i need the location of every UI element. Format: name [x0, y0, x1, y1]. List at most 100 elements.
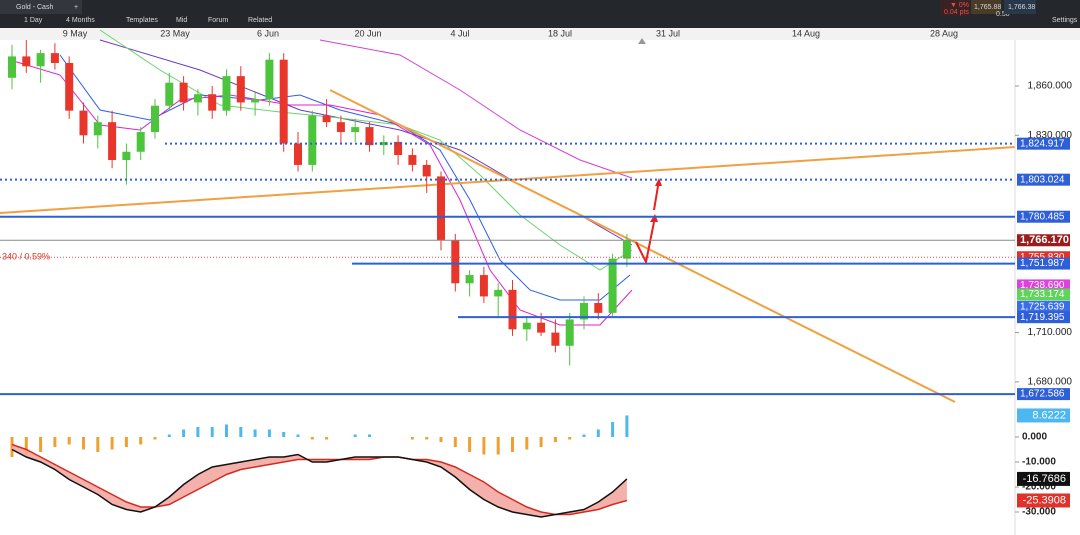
histogram-bar: [325, 437, 329, 440]
level-label: 1,733.174: [1020, 289, 1065, 300]
candle-body: [394, 141, 403, 156]
histogram-bar: [24, 437, 28, 455]
date-label: 23 May: [160, 28, 190, 38]
ma-slow: [319, 39, 633, 179]
macd-line: [11, 448, 628, 518]
ask-box[interactable]: [1004, 0, 1036, 14]
interval[interactable]: 1 Day: [24, 17, 43, 24]
histogram-bar: [96, 437, 100, 452]
settings[interactable]: Settings: [1052, 17, 1078, 24]
candle-body: [408, 155, 417, 165]
level-box: [1017, 279, 1070, 292]
candle-body: [93, 122, 102, 136]
price-tick-label: 1,680.000: [1028, 377, 1073, 388]
histogram-bar: [110, 437, 114, 450]
button[interactable]: Forum: [208, 17, 228, 24]
date-label: 6 Jun: [257, 28, 279, 38]
level-label: 1,725.639: [1020, 302, 1065, 313]
instrument-tab[interactable]: [0, 0, 82, 14]
histogram-bar: [453, 437, 457, 447]
candle-body: [422, 164, 431, 177]
histogram-bar: [410, 437, 414, 440]
histogram-bar: [67, 437, 71, 445]
candle-body: [465, 275, 474, 284]
bid-box[interactable]: [971, 0, 1001, 14]
plus[interactable]: +: [74, 4, 78, 11]
histogram-bar: [239, 427, 243, 437]
change-label: 340 / 0.59%: [2, 251, 50, 261]
candle-body: [151, 105, 159, 133]
level-label: 1,755.830: [1020, 252, 1065, 263]
level-label: 1,672.586: [1020, 389, 1065, 400]
trendline: [0, 146, 1016, 214]
histogram-bar: [296, 434, 300, 437]
instrument: Gold - Cash: [16, 4, 53, 11]
level-label: 1,780.485: [1020, 211, 1065, 222]
level-box: [1017, 137, 1070, 150]
histogram-bar: [210, 427, 214, 437]
histogram-bar: [425, 437, 429, 440]
level-label: 1,824.917: [1020, 138, 1065, 149]
histogram-bar: [225, 424, 228, 437]
button[interactable]: Mid: [176, 17, 187, 24]
candle-body: [437, 176, 445, 241]
histogram-bar: [139, 437, 143, 445]
candle-body: [494, 289, 503, 297]
histogram-bar: [468, 437, 472, 452]
histogram-bar: [182, 429, 186, 437]
date-label: 31 Jul: [656, 28, 680, 38]
candle-body: [537, 322, 546, 333]
date-axis: [0, 28, 1080, 40]
signal-line: [11, 443, 628, 516]
candle-body: [351, 127, 360, 133]
level-label: 1,766.170: [1020, 234, 1069, 246]
histogram-bar: [124, 437, 128, 447]
indicator-tick-label: 0.000: [1022, 432, 1047, 443]
level-label: 1,719.395: [1020, 312, 1065, 323]
candle-body: [565, 319, 574, 346]
histogram-bar: [53, 437, 57, 447]
histogram-bar: [582, 434, 586, 437]
level-box: [1017, 300, 1070, 313]
candle-body: [580, 303, 588, 320]
arrow: [635, 221, 655, 266]
level-label: 1,738.690: [1020, 280, 1065, 291]
toolbar: [0, 0, 1080, 28]
indicator-value-label: -25.3908: [1023, 494, 1066, 506]
candle-body: [8, 56, 16, 78]
date-label: 14 Aug: [792, 28, 820, 38]
ma-green: [99, 29, 633, 271]
button[interactable]: Related: [248, 17, 272, 24]
range[interactable]: 4 Months: [66, 17, 95, 24]
histogram-bar: [553, 437, 557, 442]
candle-body: [379, 141, 388, 146]
scroll-marker[interactable]: [638, 38, 646, 44]
ask: 1,766.38: [1008, 4, 1035, 11]
button[interactable]: Templates: [126, 17, 158, 24]
level-box: [1017, 234, 1070, 247]
change: ▼ 0%: [950, 2, 969, 9]
histogram-bar: [625, 415, 629, 437]
indicator-value-box: [1017, 408, 1070, 423]
candle-body: [479, 275, 488, 297]
candle-body: [336, 122, 345, 133]
candle-body: [265, 59, 274, 100]
histogram-bar: [368, 434, 371, 437]
histogram-bar: [496, 437, 500, 455]
candle-body: [236, 76, 245, 103]
level-box: [1017, 311, 1070, 324]
price-tick-label: 1,860.000: [1028, 81, 1073, 92]
candle-body: [308, 115, 317, 165]
candle-body: [608, 258, 617, 313]
candle-body: [179, 82, 188, 103]
candle-body: [165, 82, 174, 106]
candle-body: [508, 289, 517, 330]
bid: 1,765.88: [974, 4, 1001, 11]
candle-body: [365, 127, 374, 146]
histogram-bar: [153, 437, 157, 440]
indicator-tick-label: -10.000: [1022, 457, 1056, 468]
arrow: [653, 185, 659, 211]
candle-body: [451, 240, 460, 284]
